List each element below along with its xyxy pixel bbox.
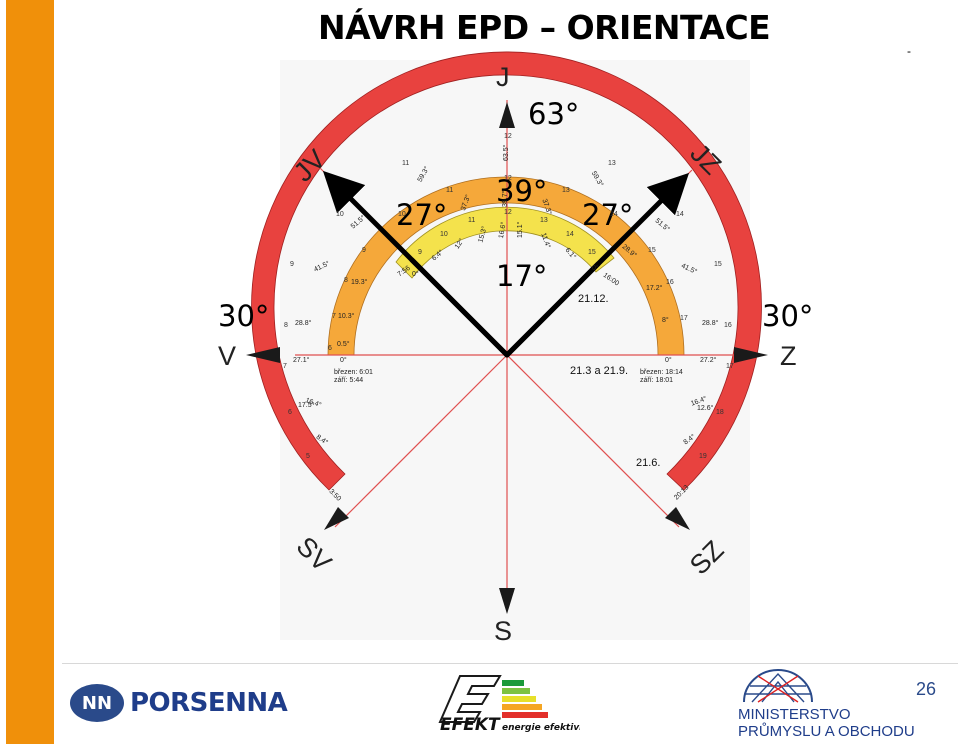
middle-hour: 14 bbox=[610, 211, 618, 218]
outer-hour: 10 bbox=[336, 211, 344, 218]
middle-value: 39.7° bbox=[501, 190, 509, 207]
inner-value: 0° bbox=[592, 264, 599, 272]
corner-mark: - bbox=[907, 44, 911, 58]
mpo-logo-line1: MINISTERSTVO bbox=[738, 706, 851, 723]
angle-lower: 17° bbox=[496, 259, 547, 293]
outer-hour: 15 bbox=[714, 261, 722, 268]
middle-value: 17.2° bbox=[646, 284, 663, 292]
angle-center: 39° bbox=[496, 174, 547, 208]
middle-value: 0° bbox=[340, 356, 347, 364]
compass-arrowheads bbox=[246, 102, 768, 614]
outer-value: 17.5° bbox=[298, 401, 315, 409]
outer-hour: 19 bbox=[699, 453, 707, 460]
inner-hour: 14 bbox=[566, 231, 574, 238]
middle-hour: 16 bbox=[666, 279, 674, 286]
direction-south: S bbox=[494, 616, 512, 646]
porsenna-mark-icon: NN bbox=[70, 684, 124, 722]
inner-date-label: 21.12. bbox=[578, 293, 609, 305]
outer-hour: 17 bbox=[726, 363, 734, 370]
middle-value: 19.3° bbox=[351, 278, 368, 286]
porsenna-logo: NN PORSENNA bbox=[70, 680, 288, 726]
mpo-logo-line2: PRŮMYSLU A OBCHODU bbox=[738, 723, 915, 740]
page-title: NÁVRH EPD – ORIENTACE bbox=[318, 8, 771, 47]
inner-hour: 12 bbox=[504, 209, 512, 216]
outer-value: 12.6° bbox=[697, 404, 714, 412]
middle-hour: 10 bbox=[398, 211, 406, 218]
efekt-logo-text: EFEKT bbox=[440, 715, 501, 735]
outer-hour: 12 bbox=[504, 133, 512, 140]
middle-date-right-2: září: 18:01 bbox=[640, 377, 673, 384]
efekt-logo: EFEKT energie efektivně bbox=[438, 675, 580, 735]
outer-value: 28.8° bbox=[295, 319, 312, 327]
middle-hour: 6 bbox=[328, 345, 332, 352]
outer-hour: 13 bbox=[608, 160, 616, 167]
middle-value: 0.5° bbox=[337, 340, 350, 348]
outer-value: 27.1° bbox=[293, 356, 310, 364]
outer-date-label: 21.6. bbox=[636, 457, 660, 469]
middle-date-left-1: březen: 6:01 bbox=[334, 369, 373, 376]
globe-icon bbox=[743, 669, 813, 703]
angle-left-inner: 27° bbox=[396, 198, 447, 232]
inner-ring bbox=[395, 206, 615, 279]
mpo-logo: MINISTERSTVO PRŮMYSLU A OBCHODU bbox=[738, 668, 915, 740]
outer-hour: 18 bbox=[716, 409, 724, 416]
outer-hour: 9 bbox=[290, 261, 294, 268]
middle-date-label: 21.3 a 21.9. bbox=[570, 365, 628, 377]
outer-hour: 5 bbox=[306, 453, 310, 460]
energy-label-bars-icon bbox=[502, 680, 548, 718]
middle-hour: 13 bbox=[562, 187, 570, 194]
inner-value: 16.6° bbox=[497, 221, 508, 239]
middle-hour: 8 bbox=[344, 277, 348, 284]
inner-value: 0° bbox=[412, 270, 419, 278]
outer-ring bbox=[251, 51, 762, 491]
orientation-diagram: J S V Z JV JZ SV SZ 63° 27° 39° 27° 17° … bbox=[218, 51, 813, 646]
inner-hour: 10 bbox=[440, 231, 448, 238]
efekt-logo-subtext: energie efektivně bbox=[502, 722, 580, 733]
middle-hour: 7 bbox=[332, 313, 336, 320]
middle-value: 10.3° bbox=[338, 312, 355, 320]
page-number: 26 bbox=[916, 679, 937, 699]
inner-hour: 9 bbox=[418, 249, 422, 256]
angle-east: 30° bbox=[762, 299, 813, 333]
sector-lines bbox=[322, 170, 690, 358]
inner-value: 15.1° bbox=[516, 221, 524, 238]
inner-hour: 11 bbox=[468, 217, 475, 224]
outer-hour: 14 bbox=[676, 211, 684, 218]
side-accent-bar bbox=[6, 0, 54, 744]
inner-hour: 13 bbox=[540, 217, 548, 224]
porsenna-logo-text: PORSENNA bbox=[130, 688, 288, 718]
outer-hour: 7 bbox=[283, 363, 287, 370]
middle-hour: 11 bbox=[446, 187, 453, 194]
outer-hour: 11 bbox=[402, 160, 409, 167]
direction-north: J bbox=[496, 62, 510, 92]
middle-hour: 9 bbox=[362, 247, 366, 254]
angle-right-inner: 27° bbox=[582, 198, 633, 232]
outer-hour: 8 bbox=[284, 322, 288, 329]
outer-value: 63.5° bbox=[502, 144, 510, 161]
outer-value: 27.2° bbox=[700, 356, 717, 364]
middle-hour: 17 bbox=[680, 315, 688, 322]
middle-ring bbox=[327, 176, 685, 356]
middle-date-right-1: březen: 18:14 bbox=[640, 369, 683, 376]
footer-divider bbox=[62, 663, 958, 664]
outer-hour: 16 bbox=[724, 322, 732, 329]
outer-hour: 6 bbox=[288, 409, 292, 416]
angle-top: 63° bbox=[528, 97, 579, 131]
angle-west: 30° bbox=[218, 299, 269, 333]
outer-value: 28.8° bbox=[702, 319, 719, 327]
middle-hour: 12 bbox=[504, 175, 512, 182]
inner-hour: 15 bbox=[588, 249, 596, 256]
direction-east: Z bbox=[780, 341, 797, 371]
middle-hour: 15 bbox=[648, 247, 656, 254]
middle-value: 8° bbox=[662, 316, 669, 324]
direction-west: V bbox=[218, 341, 236, 371]
middle-date-left-2: září: 5:44 bbox=[334, 377, 363, 384]
middle-value: 0° bbox=[665, 356, 672, 364]
